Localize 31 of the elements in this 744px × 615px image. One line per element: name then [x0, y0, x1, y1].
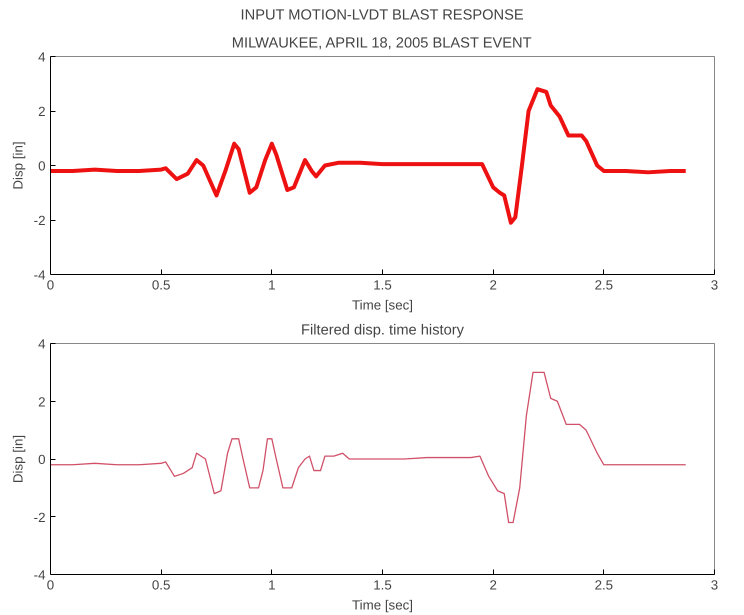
y-tick-label: 4: [38, 336, 46, 352]
x-tick-label: 0.5: [152, 278, 170, 292]
y-tick-label: 0: [38, 452, 46, 467]
x-tick-label: 2.5: [594, 578, 614, 592]
y-tick-label: -2: [34, 213, 46, 228]
line-series: [50, 87, 688, 225]
x-tick-label: 1: [268, 578, 276, 592]
y-tick-label: 2: [38, 394, 46, 410]
x-tick-label: 1.5: [373, 578, 392, 592]
y-tick-label: -2: [34, 510, 46, 525]
line-series: [50, 372, 686, 524]
chart-title: INPUT MOTION-LVDT BLAST RESPONSE: [240, 8, 524, 24]
x-tick-label: 1: [268, 278, 276, 292]
x-tick-label: 0.5: [152, 578, 170, 592]
x-tick-label: 3: [710, 278, 718, 292]
y-tick-label: 4: [38, 50, 46, 64]
y-tick-label: -4: [34, 568, 46, 582]
x-tick-label: 2.5: [594, 278, 614, 292]
x-tick-label: 2: [489, 278, 497, 292]
x-tick-label: 1.5: [373, 278, 392, 292]
x-tick-label: 3: [710, 578, 718, 592]
y-axis-title: Disp [in]: [10, 434, 26, 484]
y-tick-label: -4: [34, 268, 46, 282]
chart-title: Filtered disp. time history: [301, 322, 465, 338]
y-axis-title: Disp [in]: [10, 141, 26, 190]
x-axis-title: Time [sec]: [352, 298, 413, 312]
y-tick-label: 0: [38, 158, 46, 174]
x-axis-title: Time [sec]: [352, 598, 413, 612]
x-tick-label: 2: [489, 578, 497, 592]
y-tick-label: 2: [38, 104, 46, 119]
chart-subtitle: MILWAUKEE, APRIL 18, 2005 BLAST EVENT: [232, 36, 532, 52]
